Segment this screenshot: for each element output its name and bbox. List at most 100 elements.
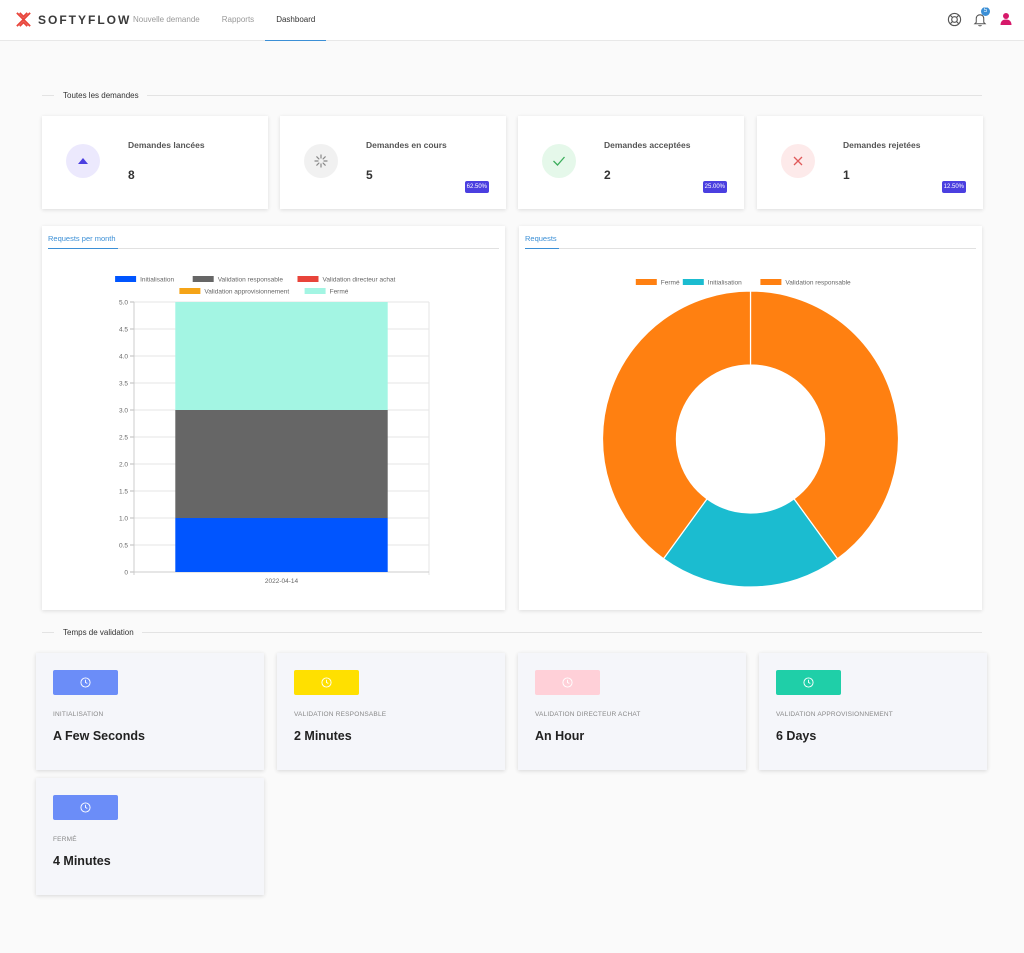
bar-segment [175, 302, 388, 410]
y-tick-label: 3.5 [119, 381, 128, 388]
stat-card-accepted: Demandes acceptées 2 25.00% [518, 116, 744, 209]
chart-tab-bar: Requests per month [48, 233, 499, 249]
requests-donut-chart: Fermé Initialisation Validation responsabl… [601, 279, 900, 588]
user-menu-button[interactable] [998, 10, 1014, 28]
legend-swatch [192, 276, 214, 282]
legend-swatch [635, 279, 657, 285]
check-icon [553, 156, 565, 166]
stat-icon-badge [542, 144, 576, 178]
help-button[interactable] [946, 10, 962, 28]
bar-segment [175, 410, 388, 518]
stat-percent-badge: 25.00% [702, 181, 727, 193]
validation-card-ferme: FERMÉ 4 Minutes [36, 778, 264, 895]
legend-label: Fermé [661, 280, 680, 287]
legend-label: Validation approvisionnement [204, 289, 289, 296]
section-title: Toutes les demandes [63, 90, 139, 100]
clock-icon [803, 677, 814, 688]
validation-chip [294, 670, 359, 695]
y-tick-label: 5.0 [119, 300, 128, 307]
validation-label: VALIDATION APPROVISIONNEMENT [776, 711, 893, 718]
nav-dashboard[interactable]: Dashboard [265, 0, 327, 41]
stat-percent-badge: 12.50% [941, 181, 966, 193]
top-navbar: SOFTYFLOW Nouvelle demande Rapports Dash… [0, 0, 1024, 41]
x-icon [793, 156, 803, 166]
legend-label: Initialisation [708, 280, 742, 287]
validation-card-directeur-achat: VALIDATION DIRECTEUR ACHAT An Hour [518, 653, 746, 770]
notification-count-badge: 5 [981, 7, 990, 16]
legend-swatch [682, 279, 704, 285]
clock-icon [321, 677, 332, 688]
brand-name: SOFTYFLOW [38, 12, 132, 27]
legend-label: Fermé [330, 289, 349, 296]
y-tick-label: 3.0 [119, 408, 128, 415]
tab-requests-per-month[interactable]: Requests per month [48, 233, 118, 249]
bar-segment [175, 518, 388, 572]
validation-label: INITIALISATION [53, 711, 104, 718]
nav-reports[interactable]: Rapports [221, 15, 255, 24]
stat-card-launched: Demandes lancées 8 [42, 116, 268, 209]
validation-label: VALIDATION RESPONSABLE [294, 711, 387, 718]
stat-value: 5 [366, 168, 373, 182]
validation-chip [535, 670, 600, 695]
section-all-requests: Toutes les demandes [42, 90, 982, 100]
clock-icon [80, 677, 91, 688]
legend-label: Validation responsable [785, 280, 851, 287]
validation-value: An Hour [535, 729, 585, 743]
stat-value: 2 [604, 168, 611, 182]
clock-icon [562, 677, 573, 688]
y-tick-label: 4.5 [119, 327, 128, 334]
spinner-icon [314, 154, 328, 168]
stat-label: Demandes en cours [366, 140, 447, 150]
requests-card: Fermé Initialisation Validation responsabl… [519, 226, 982, 610]
triangle-up-icon [78, 158, 88, 164]
validation-chip [776, 670, 841, 695]
stat-label: Demandes lancées [128, 140, 205, 150]
user-icon [1000, 13, 1012, 25]
y-tick-label: 4.0 [119, 354, 128, 361]
y-tick-label: 1.5 [119, 489, 128, 496]
stat-icon-badge [304, 144, 338, 178]
legend-swatch [297, 276, 319, 282]
section-title: Temps de validation [63, 627, 134, 637]
legend-swatch [760, 279, 782, 285]
requests-per-month-chart: Initialisation Validation responsable Vali… [115, 276, 430, 585]
requests-per-month-card: Initialisation Validation responsable Vali… [42, 226, 505, 610]
donut-slice [662, 498, 839, 588]
nav-new-request[interactable]: Nouvelle demande [133, 15, 200, 24]
validation-value: A Few Seconds [53, 729, 145, 743]
validation-card-responsable: VALIDATION RESPONSABLE 2 Minutes [277, 653, 505, 770]
donut-slice [601, 290, 752, 560]
chart-tab-bar: Requests [525, 233, 976, 249]
y-tick-label: 1.0 [119, 516, 128, 523]
x-tick-label: 2022-04-14 [265, 578, 299, 585]
clock-icon [80, 802, 91, 813]
tab-requests[interactable]: Requests [525, 233, 559, 249]
bell-icon [973, 13, 987, 26]
legend-label: Initialisation [140, 277, 174, 284]
validation-label: FERMÉ [53, 836, 77, 843]
notifications-button[interactable]: 5 [972, 7, 990, 28]
legend-swatch [179, 288, 201, 294]
donut-slice [749, 290, 900, 560]
y-tick-label: 0.5 [119, 543, 128, 550]
y-tick-label: 2.5 [119, 435, 128, 442]
y-tick-label: 0 [124, 570, 128, 577]
stat-value: 1 [843, 168, 850, 182]
brand-logo[interactable]: SOFTYFLOW [15, 11, 131, 28]
y-tick-label: 2.0 [119, 462, 128, 469]
lifebuoy-icon [947, 12, 961, 26]
validation-value: 6 Days [776, 729, 817, 743]
validation-chip [53, 670, 118, 695]
legend-swatch [115, 276, 137, 282]
stat-label: Demandes rejetées [843, 140, 921, 150]
validation-card-approvisionnement: VALIDATION APPROVISIONNEMENT 6 Days [759, 653, 987, 770]
stat-value: 8 [128, 168, 135, 182]
stat-label: Demandes acceptées [604, 140, 691, 150]
stat-icon-badge [66, 144, 100, 178]
softyflow-logo-icon [16, 12, 31, 27]
validation-value: 4 Minutes [53, 854, 111, 868]
legend-label: Validation directeur achat [323, 277, 396, 284]
stat-percent-badge: 62.50% [464, 181, 489, 193]
legend-label: Validation responsable [218, 277, 284, 284]
stat-card-in-progress: Demandes en cours 5 62.50% [280, 116, 506, 209]
